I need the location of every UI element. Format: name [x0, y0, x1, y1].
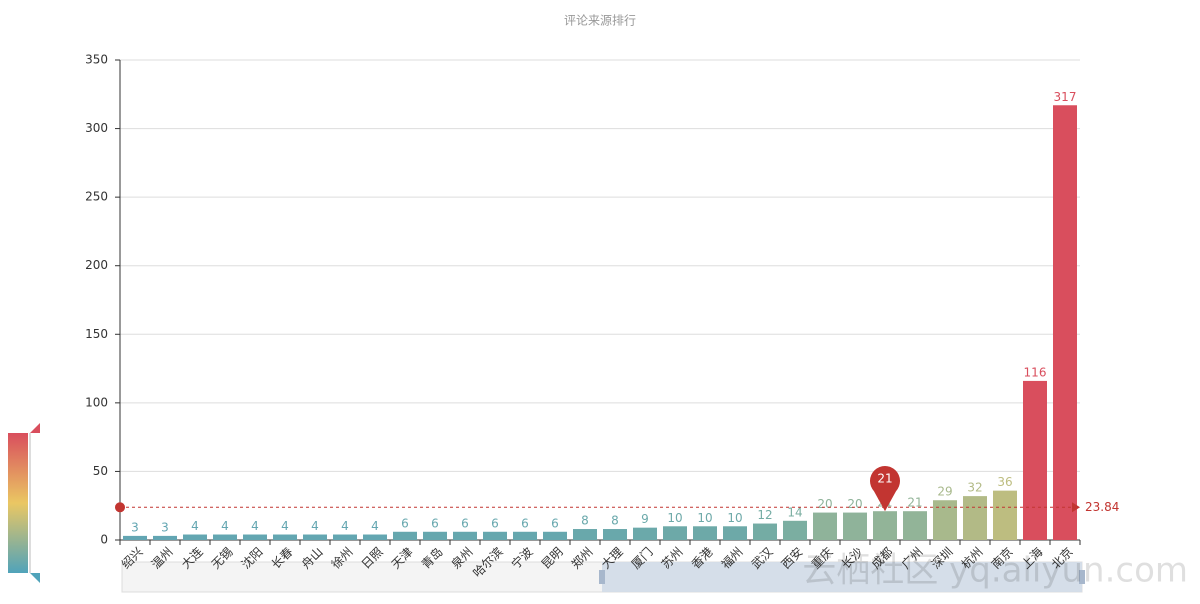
data-label: 4 [251, 519, 259, 533]
data-label: 8 [581, 514, 589, 528]
y-tick-label: 0 [100, 533, 108, 547]
data-label: 4 [371, 519, 379, 533]
bar [783, 520, 807, 540]
data-label: 14 [787, 505, 802, 519]
bar [723, 526, 747, 540]
data-label: 10 [667, 511, 682, 525]
data-label: 4 [341, 519, 349, 533]
data-label: 6 [551, 516, 559, 530]
bar [333, 534, 357, 540]
bar [1053, 105, 1077, 540]
bar [753, 523, 777, 540]
data-label: 32 [967, 481, 982, 495]
bar [963, 496, 987, 540]
bar [183, 534, 207, 540]
mark-line-start [115, 502, 125, 513]
bar [573, 529, 597, 540]
data-label: 9 [641, 512, 649, 526]
bar [453, 531, 477, 540]
data-label: 4 [281, 519, 289, 533]
data-label: 10 [697, 511, 712, 525]
mark-line-arrow [1072, 502, 1080, 513]
data-label: 6 [521, 516, 529, 530]
data-label: 20 [817, 497, 832, 511]
bar [213, 534, 237, 540]
data-label: 6 [431, 516, 439, 530]
y-tick-label: 150 [85, 327, 108, 341]
bar [303, 534, 327, 540]
watermark: 云栖社区 yq.aliyun.com [802, 551, 1188, 591]
y-tick-label: 250 [85, 190, 108, 204]
data-label: 3 [161, 520, 169, 534]
bar [393, 531, 417, 540]
bar [693, 526, 717, 540]
bar [423, 531, 447, 540]
data-label: 4 [191, 519, 199, 533]
data-label: 21 [907, 496, 922, 510]
data-label: 6 [401, 516, 409, 530]
data-label: 29 [937, 485, 952, 499]
bar [273, 534, 297, 540]
bar [903, 511, 927, 540]
bar [543, 531, 567, 540]
data-label: 4 [221, 519, 229, 533]
visual-map [8, 423, 40, 583]
data-label: 8 [611, 514, 619, 528]
bar [153, 535, 177, 540]
bar [1023, 380, 1047, 540]
y-tick-label: 350 [85, 53, 108, 67]
data-label: 4 [311, 519, 319, 533]
mark-line-label: 23.84 [1085, 500, 1119, 514]
data-label: 36 [997, 475, 1012, 489]
mark-point-pin [870, 466, 901, 512]
mark-point-label: 21 [877, 472, 892, 486]
bar [843, 512, 867, 540]
bar [483, 531, 507, 540]
y-tick-label: 300 [85, 121, 108, 135]
data-label: 116 [1024, 365, 1047, 379]
bar [123, 535, 147, 540]
bar [513, 531, 537, 540]
bar [603, 529, 627, 540]
bar [993, 490, 1017, 540]
data-label: 317 [1054, 90, 1077, 104]
bar [363, 534, 387, 540]
data-label: 6 [491, 516, 499, 530]
data-label: 20 [847, 497, 862, 511]
chart-title: 评论来源排行 [564, 14, 636, 28]
bar [243, 534, 267, 540]
bar [633, 527, 657, 540]
data-zoom[interactable] [121, 561, 1085, 593]
bar [663, 526, 687, 540]
data-label: 10 [727, 511, 742, 525]
y-tick-label: 50 [93, 464, 108, 478]
data-label: 12 [757, 508, 772, 522]
bar [873, 511, 897, 540]
y-tick-label: 100 [85, 395, 108, 409]
data-label: 3 [131, 520, 139, 534]
data-label: 6 [461, 516, 469, 530]
bar [813, 512, 837, 540]
bar [933, 500, 957, 540]
y-tick-label: 200 [85, 258, 108, 272]
